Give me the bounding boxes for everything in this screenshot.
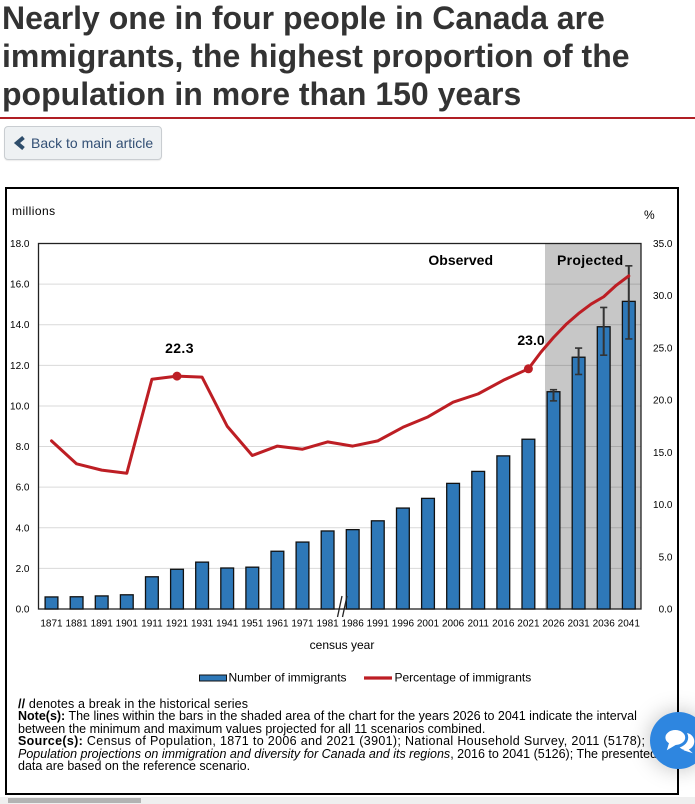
svg-text:25.0: 25.0 — [653, 343, 673, 354]
svg-text:16.0: 16.0 — [10, 280, 30, 291]
svg-text:1991: 1991 — [367, 619, 390, 630]
svg-text:1996: 1996 — [392, 619, 415, 630]
svg-text:14.0: 14.0 — [10, 320, 30, 331]
svg-text:Projected: Projected — [557, 252, 624, 268]
svg-text:1931: 1931 — [191, 619, 214, 630]
svg-text:30.0: 30.0 — [653, 291, 673, 302]
svg-text:10.0: 10.0 — [10, 401, 30, 412]
svg-text:22.3: 22.3 — [165, 340, 194, 356]
svg-text:10.0: 10.0 — [653, 500, 673, 511]
svg-text:1961: 1961 — [266, 619, 289, 630]
svg-text:millions: millions — [12, 204, 56, 218]
svg-text:18.0: 18.0 — [10, 239, 30, 250]
svg-text:1881: 1881 — [65, 619, 88, 630]
svg-text:15.0: 15.0 — [653, 448, 673, 459]
svg-text:0.0: 0.0 — [16, 605, 30, 616]
svg-text:Number of immigrants: Number of immigrants — [229, 671, 347, 685]
svg-text:6.0: 6.0 — [16, 483, 30, 494]
svg-text:2.0: 2.0 — [16, 564, 30, 575]
svg-text:2011: 2011 — [467, 619, 489, 630]
svg-text:23.0: 23.0 — [517, 332, 544, 348]
svg-text:5.0: 5.0 — [659, 552, 673, 563]
svg-text:12.0: 12.0 — [10, 361, 30, 372]
svg-text:35.0: 35.0 — [653, 239, 673, 250]
svg-text:20.0: 20.0 — [653, 396, 673, 407]
svg-text:1921: 1921 — [166, 619, 189, 630]
svg-text:1951: 1951 — [241, 619, 264, 630]
svg-text:8.0: 8.0 — [16, 442, 30, 453]
svg-text:1971: 1971 — [291, 619, 314, 630]
svg-text:2026: 2026 — [542, 619, 565, 630]
svg-text:1901: 1901 — [116, 619, 139, 630]
svg-text:1911: 1911 — [141, 619, 163, 630]
svg-text:2006: 2006 — [442, 619, 465, 630]
svg-text:2016: 2016 — [492, 619, 515, 630]
svg-text:2031: 2031 — [567, 619, 590, 630]
svg-text:2001: 2001 — [417, 619, 440, 630]
svg-text:2041: 2041 — [618, 619, 641, 630]
svg-text:1891: 1891 — [91, 619, 114, 630]
svg-text:Percentage of immigrants: Percentage of immigrants — [395, 671, 532, 685]
svg-text:4.0: 4.0 — [16, 523, 30, 534]
svg-text:1981: 1981 — [316, 619, 339, 630]
svg-text:1941: 1941 — [216, 619, 239, 630]
svg-text:%: % — [644, 208, 655, 222]
svg-text:census year: census year — [310, 638, 375, 652]
svg-text:2036: 2036 — [593, 619, 616, 630]
svg-text:1871: 1871 — [40, 619, 63, 630]
svg-text:2021: 2021 — [517, 619, 540, 630]
svg-text:0.0: 0.0 — [659, 605, 673, 616]
svg-text:1986: 1986 — [342, 619, 365, 630]
svg-text:Observed: Observed — [428, 252, 493, 268]
